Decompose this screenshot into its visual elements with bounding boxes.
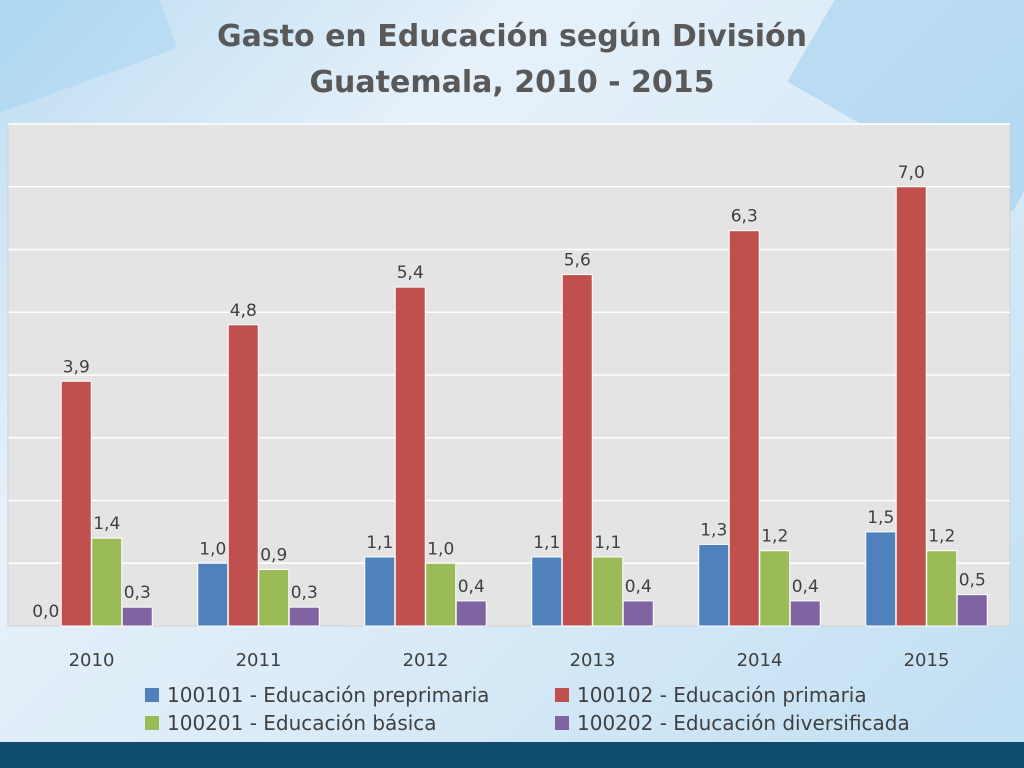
legend-item: 100201 - Educación básica bbox=[145, 710, 555, 736]
bar-2015-series-1 bbox=[865, 531, 897, 627]
data-label: 4,8 bbox=[230, 301, 257, 321]
data-labels: 0,03,91,40,31,04,80,90,31,15,41,00,41,15… bbox=[32, 163, 986, 622]
bar-2014-series-3 bbox=[759, 550, 791, 627]
data-label: 1,0 bbox=[199, 539, 226, 559]
chart-title-line-2: Guatemala, 2010 - 2015 bbox=[309, 65, 715, 100]
gridlines bbox=[8, 123, 1010, 564]
bar-2011-series-4 bbox=[288, 606, 320, 627]
data-label: 1,0 bbox=[427, 539, 454, 559]
data-label: 1,1 bbox=[594, 533, 621, 553]
legend-item: 100102 - Educación primaria bbox=[555, 682, 965, 708]
bar-2011-series-1 bbox=[197, 562, 229, 627]
bar-2014-series-1 bbox=[698, 543, 730, 627]
data-label: 0,3 bbox=[124, 583, 151, 603]
footer-bar bbox=[0, 742, 1024, 768]
bar-2015-series-4 bbox=[956, 594, 988, 627]
legend-swatch bbox=[555, 716, 569, 730]
bar-2012-series-4 bbox=[455, 600, 487, 627]
x-tick-label: 2012 bbox=[403, 650, 449, 671]
bar-2014-series-2 bbox=[728, 230, 760, 627]
data-label: 0,0 bbox=[32, 602, 59, 622]
bar-2012-series-3 bbox=[425, 562, 457, 627]
data-label: 0,3 bbox=[291, 583, 318, 603]
chart-title: Gasto en Educación según División Guatem… bbox=[0, 14, 1024, 106]
bar-2013-series-2 bbox=[561, 274, 593, 627]
legend-swatch bbox=[145, 688, 159, 702]
x-tick-label: 2010 bbox=[69, 650, 115, 671]
data-label: 1,1 bbox=[366, 533, 393, 553]
data-label: 1,1 bbox=[533, 533, 560, 553]
bar-2013-series-4 bbox=[622, 600, 654, 627]
data-label: 5,6 bbox=[564, 251, 591, 271]
bar-2015-series-2 bbox=[895, 186, 927, 627]
data-label: 0,5 bbox=[959, 571, 986, 591]
data-label: 1,5 bbox=[867, 508, 894, 528]
x-axis-tick-labels: 2010 2011 2012 2013 2014 2015 bbox=[69, 650, 950, 671]
bar-2015-series-3 bbox=[926, 550, 958, 627]
legend-label: 100201 - Educación básica bbox=[167, 711, 437, 735]
data-label: 1,2 bbox=[761, 527, 788, 547]
x-tick-label: 2015 bbox=[904, 650, 950, 671]
data-label: 1,3 bbox=[700, 520, 727, 540]
legend-swatch bbox=[145, 716, 159, 730]
legend-item: 100101 - Educación preprimaria bbox=[145, 682, 555, 708]
bar-2011-series-3 bbox=[258, 569, 290, 627]
data-label: 7,0 bbox=[898, 163, 925, 183]
bars bbox=[60, 186, 988, 627]
legend-item: 100202 - Educación diversificada bbox=[555, 710, 965, 736]
data-label: 1,4 bbox=[93, 514, 120, 534]
bar-2012-series-1 bbox=[364, 556, 396, 627]
data-label: 0,4 bbox=[625, 577, 652, 597]
legend-label: 100101 - Educación preprimaria bbox=[167, 683, 490, 707]
legend-label: 100102 - Educación primaria bbox=[577, 683, 867, 707]
legend-swatch bbox=[555, 688, 569, 702]
bar-2012-series-2 bbox=[394, 286, 426, 627]
bar-2014-series-4 bbox=[789, 600, 821, 627]
bar-2010-series-2 bbox=[60, 380, 92, 627]
x-tick-label: 2013 bbox=[570, 650, 616, 671]
data-label: 3,9 bbox=[63, 357, 90, 377]
data-label: 0,4 bbox=[458, 577, 485, 597]
bar-2013-series-1 bbox=[531, 556, 563, 627]
bar-2013-series-3 bbox=[592, 556, 624, 627]
data-label: 0,9 bbox=[260, 546, 287, 566]
bar-2011-series-2 bbox=[227, 324, 259, 627]
data-label: 5,4 bbox=[397, 263, 424, 283]
data-label: 6,3 bbox=[731, 207, 758, 227]
legend-label: 100202 - Educación diversificada bbox=[577, 711, 910, 735]
data-label: 0,4 bbox=[792, 577, 819, 597]
x-tick-label: 2014 bbox=[737, 650, 783, 671]
bar-2010-series-4 bbox=[121, 606, 153, 627]
bar-2010-series-3 bbox=[91, 537, 123, 627]
legend: 100101 - Educación preprimaria 100102 - E… bbox=[145, 682, 965, 736]
data-label: 1,2 bbox=[928, 527, 955, 547]
x-tick-label: 2011 bbox=[236, 650, 282, 671]
chart-title-line-1: Gasto en Educación según División bbox=[216, 19, 808, 54]
